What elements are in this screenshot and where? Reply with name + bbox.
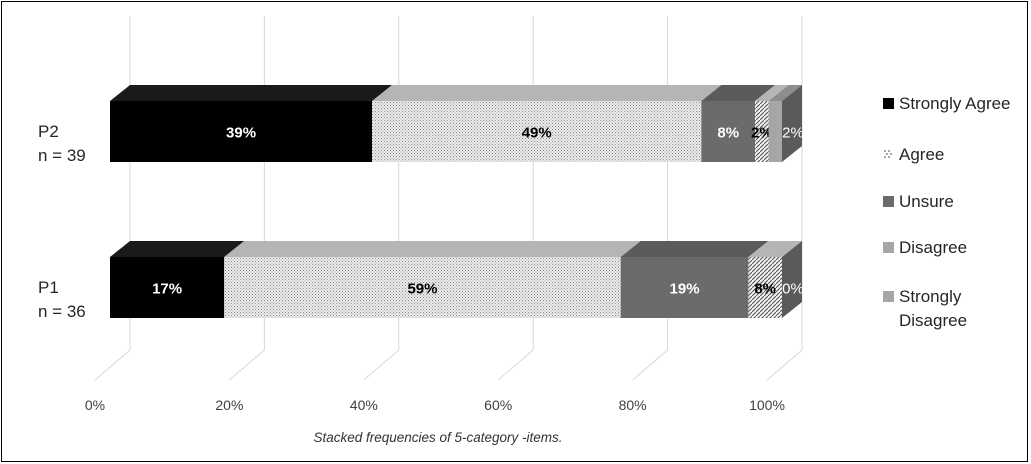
legend-label: Disagree — [899, 311, 968, 330]
gridline — [632, 16, 669, 381]
bar-top-face — [701, 85, 776, 101]
legend-swatch — [883, 291, 894, 302]
bar-segment — [701, 101, 756, 162]
bar-segment — [620, 257, 749, 318]
legend-label: Disagree — [899, 238, 968, 257]
bar-side-face — [782, 85, 802, 162]
bar-top-face — [372, 85, 722, 101]
bar-side-face — [782, 241, 802, 318]
legend-item-disagree: Disagree — [883, 236, 1031, 260]
bar-top-face — [768, 85, 802, 101]
bars: 39% 49% 8% 2% 2% 17% 59% 19% 8% 0% — [110, 85, 804, 318]
bar-segment — [110, 101, 373, 162]
data-label: 8% — [754, 281, 776, 298]
legend-swatch — [883, 98, 894, 109]
bar-top-face — [110, 241, 245, 257]
legend-label: Strongly — [899, 287, 962, 306]
bar-segment — [224, 257, 621, 318]
x-axis-caption: Stacked frequencies of 5-category -items… — [313, 430, 563, 445]
gridline — [363, 16, 400, 381]
legend-item-agree: Agree — [883, 143, 1031, 167]
bar-top-face — [110, 85, 393, 101]
legend-item-unsure: Unsure — [883, 190, 1031, 214]
legend-label: Strongly Agree — [899, 94, 1011, 113]
legend-swatch — [883, 149, 894, 160]
bar-segment — [768, 101, 782, 162]
bar-top-face — [620, 241, 769, 257]
bar-segment — [110, 257, 225, 318]
bar-top-face — [755, 85, 789, 101]
data-label: 19% — [670, 281, 700, 298]
gridlines — [94, 16, 803, 381]
bar-top-face — [748, 241, 802, 257]
legend-label: Unsure — [899, 192, 954, 211]
legend-swatch — [883, 196, 894, 207]
category-label-p2: P2 n = 39 — [38, 122, 86, 165]
data-label: 49% — [522, 125, 552, 142]
x-tick-label: 100% — [749, 397, 785, 413]
x-tick-label: 0% — [85, 397, 105, 413]
data-label: 39% — [226, 125, 256, 142]
x-tick-label: 40% — [350, 397, 378, 413]
x-tick-label: 60% — [484, 397, 512, 413]
x-tick-label: 80% — [619, 397, 647, 413]
gridline — [229, 16, 265, 381]
data-label: 0% — [782, 281, 804, 298]
data-label: 17% — [152, 281, 182, 298]
data-label: 2% — [782, 125, 804, 142]
gridline — [766, 16, 803, 381]
data-label: 8% — [717, 125, 739, 142]
x-tick-label: 20% — [215, 397, 243, 413]
gridline — [497, 16, 534, 381]
x-axis-ticks: 0% 20% 40% 60% 80% 100% — [85, 397, 785, 413]
data-label: 2% — [751, 125, 773, 142]
bar-segment — [748, 257, 782, 318]
legend-item-strongly-agree: Strongly Agree — [883, 92, 1031, 116]
legend-item-strongly-disagree: Strongly Disagree — [883, 285, 1031, 333]
bar-top-face — [224, 241, 641, 257]
legend-swatch — [883, 242, 894, 253]
data-label: 59% — [407, 281, 437, 298]
legend-label: Agree — [899, 145, 945, 164]
bar-segment — [755, 101, 769, 162]
category-label-p1: P1 n = 36 — [38, 278, 86, 321]
bar-segment — [372, 101, 702, 162]
gridline — [94, 16, 131, 381]
